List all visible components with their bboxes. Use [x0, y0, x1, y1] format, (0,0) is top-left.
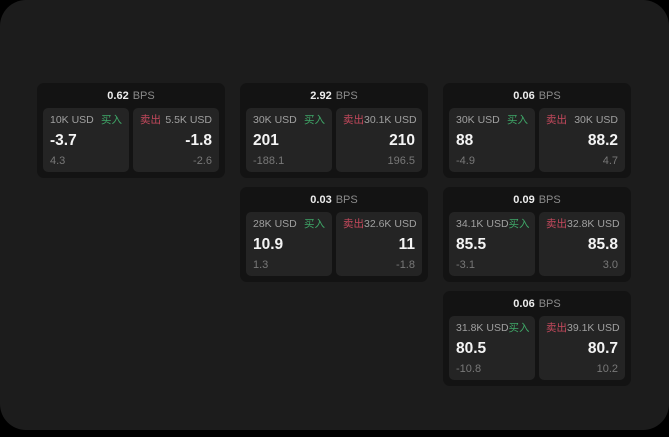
- bps-unit-label: BPS: [538, 298, 561, 310]
- buy-price: 80.5: [456, 340, 487, 357]
- sell-delta: 196.5: [387, 155, 415, 167]
- sell-panel[interactable]: 卖出 32.8K USD 85.8 3.0: [539, 212, 625, 276]
- buy-amount: 31.8K USD: [456, 322, 509, 334]
- buy-label: 买入: [508, 218, 530, 230]
- sell-label: 卖出: [546, 114, 567, 126]
- buy-price: 85.5: [456, 236, 487, 253]
- sell-amount: 30.1K USD: [364, 114, 417, 126]
- buy-panel[interactable]: 30K USD 买入 201 -188.1: [246, 108, 332, 172]
- buy-price: 201: [253, 132, 279, 149]
- buy-amount: 30K USD: [456, 114, 500, 126]
- sell-panel[interactable]: 卖出 5.5K USD -1.8 -2.6: [133, 108, 219, 172]
- quote-card: 0.62 BPS 10K USD 买入 -3.7 4.3 卖出 5.5K USD: [37, 83, 225, 178]
- bps-value: 0.62: [107, 90, 129, 102]
- buy-price: -3.7: [50, 132, 77, 149]
- buy-panel[interactable]: 28K USD 买入 10.9 1.3: [246, 212, 332, 276]
- quote-card: 2.92 BPS 30K USD 买入 201 -188.1 卖出 30.1K …: [240, 83, 428, 178]
- sell-price: 210: [389, 132, 415, 149]
- bps-unit-label: BPS: [538, 194, 561, 206]
- sell-amount: 30K USD: [574, 114, 618, 126]
- bps-unit-label: BPS: [538, 90, 561, 102]
- buy-panel[interactable]: 30K USD 买入 88 -4.9: [449, 108, 535, 172]
- buy-delta: 1.3: [253, 259, 269, 271]
- sell-amount: 39.1K USD: [567, 322, 620, 334]
- sell-delta: -1.8: [396, 259, 415, 271]
- buy-panel[interactable]: 10K USD 买入 -3.7 4.3: [43, 108, 129, 172]
- buy-panel[interactable]: 31.8K USD 买入 80.5 -10.8: [449, 316, 535, 380]
- sell-price: 80.7: [587, 340, 618, 357]
- sell-price: 88.2: [587, 132, 618, 149]
- bps-header: 0.09 BPS: [449, 193, 625, 208]
- sell-panel[interactable]: 卖出 30.1K USD 210 196.5: [336, 108, 422, 172]
- bps-header: 0.06 BPS: [449, 89, 625, 104]
- sell-price: 85.8: [587, 236, 618, 253]
- sell-amount: 5.5K USD: [165, 114, 212, 126]
- sell-label: 卖出: [546, 218, 567, 230]
- sell-label: 卖出: [546, 322, 567, 334]
- buy-label: 买入: [507, 114, 528, 126]
- sell-panel[interactable]: 卖出 32.6K USD 11 -1.8: [336, 212, 422, 276]
- quote-card: 0.09 BPS 34.1K USD 买入 85.5 -3.1 卖出 32.8K…: [443, 187, 631, 282]
- buy-amount: 34.1K USD: [456, 218, 509, 230]
- quote-card: 0.06 BPS 31.8K USD 买入 80.5 -10.8 卖出 39.1…: [443, 291, 631, 386]
- bps-header: 0.03 BPS: [246, 193, 422, 208]
- bps-unit-label: BPS: [335, 194, 358, 206]
- buy-delta: -10.8: [456, 363, 482, 375]
- quote-card: 0.06 BPS 30K USD 买入 88 -4.9 卖出 30K USD: [443, 83, 631, 178]
- buy-label: 买入: [304, 218, 325, 230]
- buy-label: 买入: [101, 114, 122, 126]
- buy-amount: 30K USD: [253, 114, 297, 126]
- buy-label: 买入: [508, 322, 530, 334]
- sell-price: -1.8: [185, 132, 212, 149]
- sell-label: 卖出: [140, 114, 161, 126]
- sell-panel[interactable]: 卖出 30K USD 88.2 4.7: [539, 108, 625, 172]
- sell-label: 卖出: [343, 218, 364, 230]
- bps-header: 2.92 BPS: [246, 89, 422, 104]
- buy-price: 10.9: [253, 236, 284, 253]
- bps-header: 0.06 BPS: [449, 297, 625, 312]
- buy-label: 买入: [304, 114, 325, 126]
- buy-delta: -4.9: [456, 155, 475, 167]
- buy-delta: 4.3: [50, 155, 66, 167]
- quote-card: 0.03 BPS 28K USD 买入 10.9 1.3 卖出 32.6K US…: [240, 187, 428, 282]
- bps-value: 0.06: [513, 90, 535, 102]
- buy-delta: -3.1: [456, 259, 475, 271]
- sell-amount: 32.6K USD: [364, 218, 417, 230]
- sell-delta: 4.7: [602, 155, 618, 167]
- sell-amount: 32.8K USD: [567, 218, 620, 230]
- bps-value: 0.09: [513, 194, 535, 206]
- sell-delta: 10.2: [596, 363, 618, 375]
- bps-value: 2.92: [310, 90, 332, 102]
- buy-amount: 10K USD: [50, 114, 94, 126]
- sell-panel[interactable]: 卖出 39.1K USD 80.7 10.2: [539, 316, 625, 380]
- bps-header: 0.62 BPS: [43, 89, 219, 104]
- buy-panel[interactable]: 34.1K USD 买入 85.5 -3.1: [449, 212, 535, 276]
- bps-unit-label: BPS: [335, 90, 358, 102]
- sell-price: 11: [398, 236, 415, 253]
- buy-delta: -188.1: [253, 155, 285, 167]
- bps-value: 0.03: [310, 194, 332, 206]
- sell-delta: 3.0: [602, 259, 618, 271]
- buy-amount: 28K USD: [253, 218, 297, 230]
- bps-value: 0.06: [513, 298, 535, 310]
- sell-delta: -2.6: [193, 155, 212, 167]
- bps-unit-label: BPS: [132, 90, 155, 102]
- sell-label: 卖出: [343, 114, 364, 126]
- buy-price: 88: [456, 132, 474, 149]
